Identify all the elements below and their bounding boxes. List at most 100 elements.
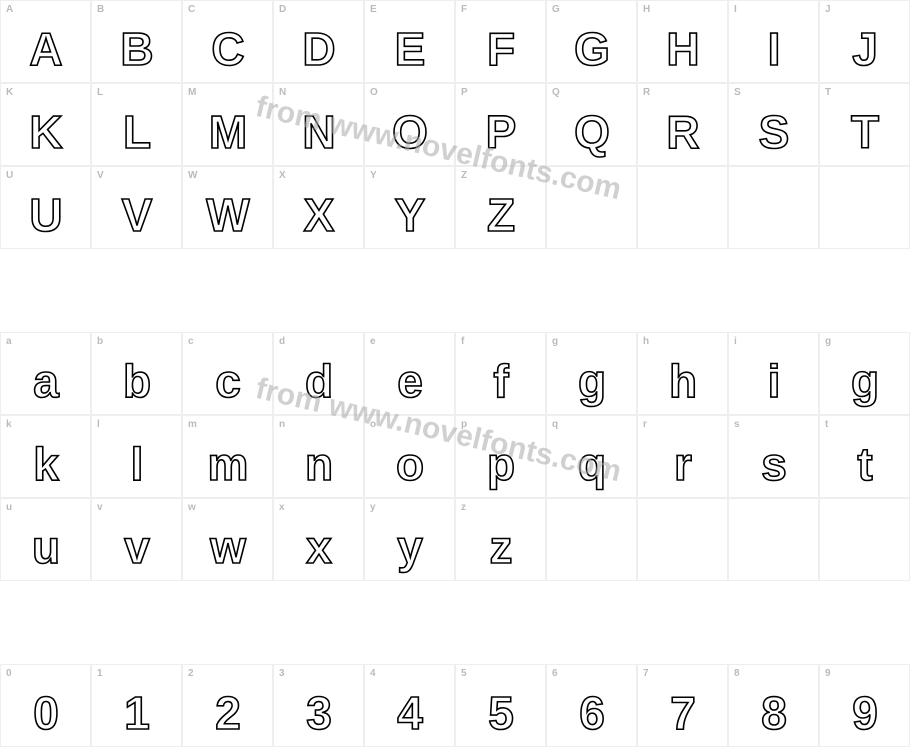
glyph-cell[interactable] <box>819 498 910 581</box>
glyph-display: L <box>92 102 181 161</box>
glyph-cell[interactable]: hh <box>637 332 728 415</box>
glyph-cell[interactable]: 88 <box>728 664 819 747</box>
glyph-cell[interactable]: 22 <box>182 664 273 747</box>
cell-label: A <box>6 4 13 15</box>
glyph-cell[interactable]: ww <box>182 498 273 581</box>
glyph-cell[interactable]: rr <box>637 415 728 498</box>
glyph-cell[interactable]: II <box>728 0 819 83</box>
cell-label: L <box>97 87 103 98</box>
glyph-cell[interactable]: 33 <box>273 664 364 747</box>
glyph-cell[interactable] <box>637 166 728 249</box>
glyph-cell[interactable]: EE <box>364 0 455 83</box>
glyph-display: U <box>1 185 90 244</box>
glyph-cell[interactable]: VV <box>91 166 182 249</box>
glyph-cell[interactable]: oo <box>364 415 455 498</box>
cell-label: B <box>97 4 104 15</box>
glyph-cell[interactable]: cc <box>182 332 273 415</box>
glyph-cell[interactable]: ii <box>728 332 819 415</box>
glyph-cell[interactable]: UU <box>0 166 91 249</box>
glyph-cell[interactable]: OO <box>364 83 455 166</box>
glyph-cell[interactable]: bb <box>91 332 182 415</box>
cell-label: H <box>643 4 650 15</box>
glyph-cell[interactable] <box>728 498 819 581</box>
glyph-cell[interactable]: dd <box>273 332 364 415</box>
glyph-display: q <box>547 434 636 493</box>
glyph-cell[interactable]: 77 <box>637 664 728 747</box>
glyph-cell[interactable]: 55 <box>455 664 546 747</box>
glyph-cell[interactable]: SS <box>728 83 819 166</box>
glyph-cell[interactable] <box>546 498 637 581</box>
glyph-cell[interactable] <box>637 498 728 581</box>
cell-label: c <box>188 336 194 347</box>
cell-label: D <box>279 4 286 15</box>
glyph-cell[interactable]: pp <box>455 415 546 498</box>
glyph-cell[interactable]: vv <box>91 498 182 581</box>
cell-label: E <box>370 4 377 15</box>
cell-label: f <box>461 336 464 347</box>
glyph-cell[interactable]: CC <box>182 0 273 83</box>
glyph-cell[interactable]: QQ <box>546 83 637 166</box>
row-gap <box>0 249 910 267</box>
glyph-cell[interactable]: NN <box>273 83 364 166</box>
cell-label: 6 <box>552 668 558 679</box>
glyph-cell[interactable]: RR <box>637 83 728 166</box>
glyph-cell[interactable]: gg <box>546 332 637 415</box>
glyph-display: 5 <box>456 683 545 742</box>
glyph-cell[interactable]: mm <box>182 415 273 498</box>
glyph-cell[interactable]: yy <box>364 498 455 581</box>
glyph-cell[interactable]: kk <box>0 415 91 498</box>
glyph-display: G <box>547 19 636 78</box>
glyph-cell[interactable]: TT <box>819 83 910 166</box>
glyph-cell[interactable]: tt <box>819 415 910 498</box>
glyph-cell[interactable]: YY <box>364 166 455 249</box>
glyph-cell[interactable]: ee <box>364 332 455 415</box>
cell-label: S <box>734 87 741 98</box>
cell-label: g <box>552 336 558 347</box>
glyph-cell[interactable]: zz <box>455 498 546 581</box>
glyph-cell[interactable]: GG <box>546 0 637 83</box>
glyph-cell[interactable]: ZZ <box>455 166 546 249</box>
glyph-cell[interactable]: PP <box>455 83 546 166</box>
glyph-cell[interactable]: ss <box>728 415 819 498</box>
glyph-cell[interactable]: JJ <box>819 0 910 83</box>
cell-label: I <box>734 4 737 15</box>
glyph-cell[interactable]: BB <box>91 0 182 83</box>
cell-label: n <box>279 419 285 430</box>
glyph-display <box>638 185 727 244</box>
cell-label: m <box>188 419 197 430</box>
glyph-display <box>547 185 636 244</box>
glyph-cell[interactable]: KK <box>0 83 91 166</box>
glyph-display: l <box>92 434 181 493</box>
glyph-cell[interactable] <box>728 166 819 249</box>
glyph-cell[interactable]: uu <box>0 498 91 581</box>
cell-label: Z <box>461 170 467 181</box>
glyph-cell[interactable]: LL <box>91 83 182 166</box>
glyph-cell[interactable]: DD <box>273 0 364 83</box>
cell-label: 5 <box>461 668 467 679</box>
glyph-cell[interactable]: aa <box>0 332 91 415</box>
glyph-cell[interactable] <box>546 166 637 249</box>
glyph-cell[interactable]: AA <box>0 0 91 83</box>
glyph-display: J <box>820 19 909 78</box>
glyph-display: v <box>92 517 181 576</box>
glyph-cell[interactable]: qq <box>546 415 637 498</box>
glyph-cell[interactable]: HH <box>637 0 728 83</box>
glyph-cell[interactable]: 66 <box>546 664 637 747</box>
glyph-cell[interactable]: 11 <box>91 664 182 747</box>
cell-label: P <box>461 87 468 98</box>
glyph-cell[interactable] <box>819 166 910 249</box>
cell-label: q <box>552 419 558 430</box>
glyph-cell[interactable]: FF <box>455 0 546 83</box>
cell-label: 7 <box>643 668 649 679</box>
glyph-cell[interactable]: gg <box>819 332 910 415</box>
glyph-cell[interactable]: WW <box>182 166 273 249</box>
glyph-cell[interactable]: ll <box>91 415 182 498</box>
glyph-cell[interactable]: nn <box>273 415 364 498</box>
glyph-cell[interactable]: 44 <box>364 664 455 747</box>
glyph-cell[interactable]: xx <box>273 498 364 581</box>
glyph-cell[interactable]: XX <box>273 166 364 249</box>
glyph-cell[interactable]: MM <box>182 83 273 166</box>
glyph-cell[interactable]: 00 <box>0 664 91 747</box>
glyph-cell[interactable]: 99 <box>819 664 910 747</box>
glyph-cell[interactable]: ff <box>455 332 546 415</box>
